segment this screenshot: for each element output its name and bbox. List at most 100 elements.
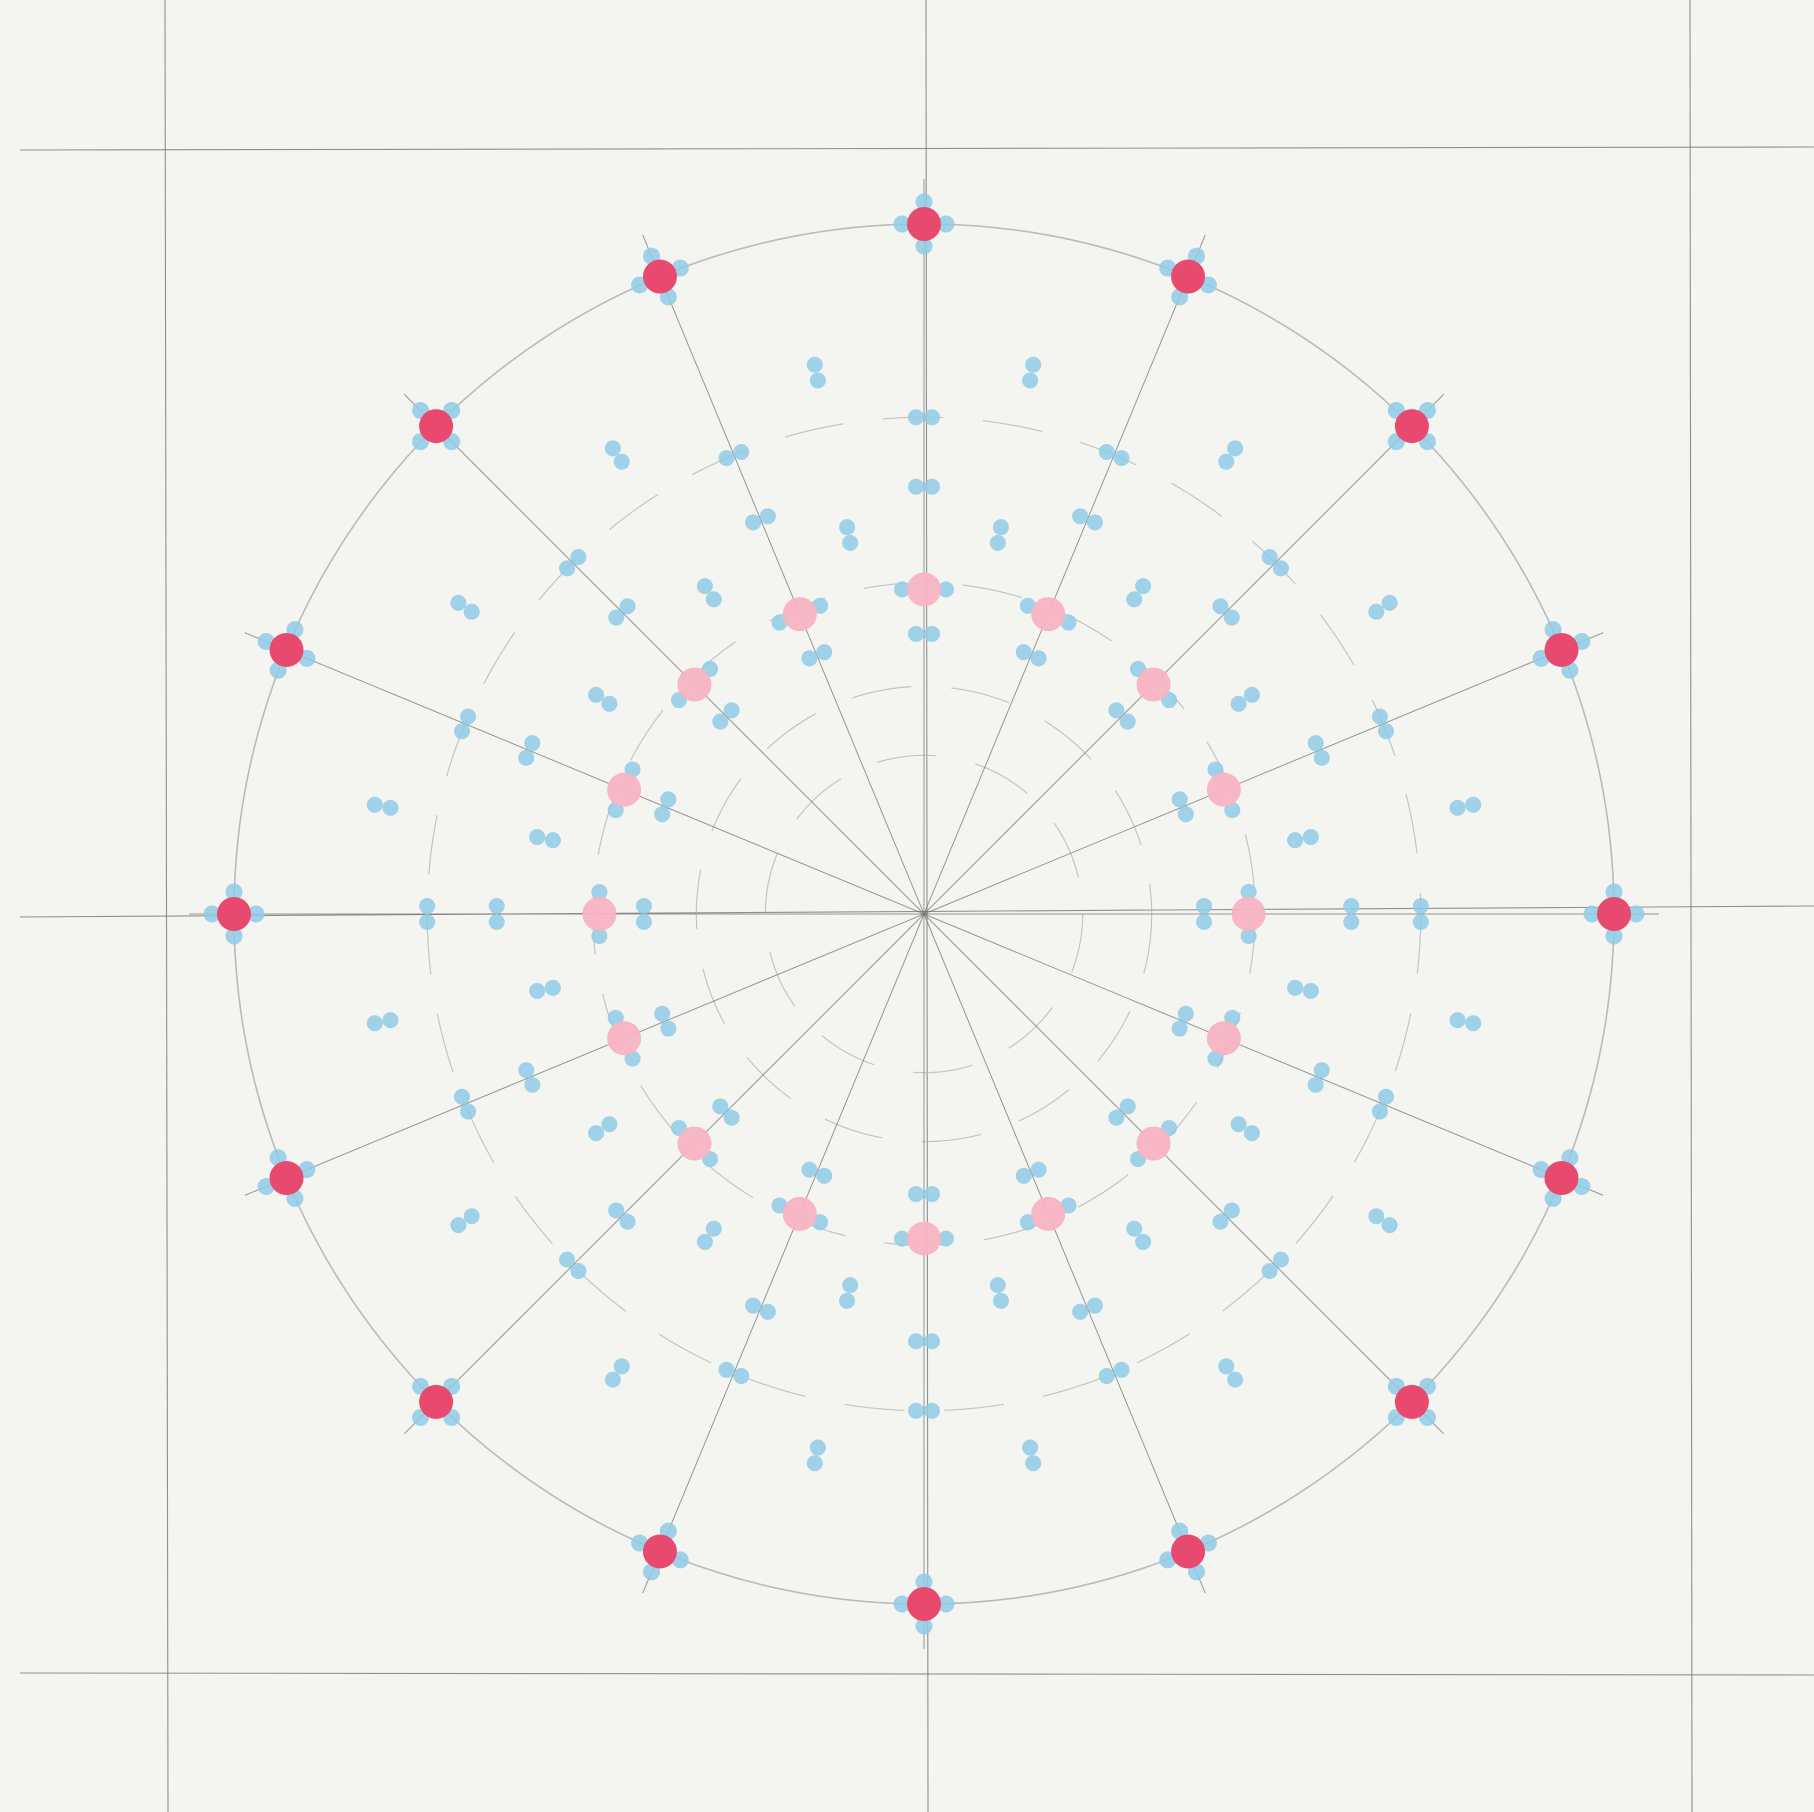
accent-dot (1230, 1116, 1247, 1133)
accent-dot (544, 979, 561, 996)
accent-dot (1605, 927, 1623, 945)
accent-dot (937, 215, 955, 233)
accent-dot (1177, 1005, 1194, 1022)
accent-dot (839, 519, 856, 536)
accent-dot (924, 625, 940, 642)
accent-dot (1015, 1167, 1032, 1184)
accent-dot (1177, 806, 1194, 823)
accent-dot (419, 898, 436, 914)
frame-line (164, 0, 169, 1812)
accent-dot (1343, 914, 1360, 930)
accent-dot (1072, 1303, 1089, 1320)
accent-dot (608, 609, 625, 626)
accent-dot (1212, 598, 1229, 615)
accent-dot (908, 625, 924, 642)
minor-dot (582, 897, 617, 931)
accent-dot (591, 928, 608, 944)
accent-dot (225, 883, 243, 901)
accent-dot (1126, 591, 1143, 608)
accent-dot (619, 598, 636, 615)
accent-dot (1227, 1371, 1244, 1388)
accent-dot (1030, 1161, 1047, 1178)
accent-dot (1307, 735, 1324, 752)
minor-dot (1206, 1021, 1241, 1056)
accent-dot (1119, 1098, 1136, 1115)
accent-dot (463, 1208, 480, 1225)
accent-dots (203, 193, 1645, 1635)
accent-dot (1171, 1020, 1188, 1037)
accent-dot (893, 215, 911, 233)
minor-dot (1031, 597, 1066, 632)
accent-dot (1313, 1062, 1330, 1079)
accent-dot (570, 549, 587, 566)
minor-dot (907, 572, 941, 607)
accent-dot (745, 514, 762, 531)
accent-dot (1627, 905, 1645, 923)
accent-dot (723, 1109, 740, 1126)
accent-dot (604, 440, 621, 457)
accent-dot (488, 914, 505, 930)
minor-dot (1031, 1196, 1066, 1231)
major-dot (1394, 1384, 1429, 1419)
accent-dot (1371, 708, 1388, 725)
accent-dot (842, 1277, 859, 1294)
accent-dot (1227, 440, 1244, 457)
accent-dot (654, 1005, 671, 1022)
minor-dot (677, 1126, 712, 1161)
accent-dot (1086, 514, 1103, 531)
accent-dot (1243, 1125, 1260, 1142)
minor-dot (1206, 772, 1241, 807)
minor-dot (782, 597, 817, 632)
accent-dot (893, 1595, 911, 1613)
spoke-line (642, 234, 925, 915)
accent-dot (839, 1292, 856, 1309)
accent-dot (801, 650, 818, 667)
accent-dot (619, 1213, 636, 1230)
minor-dot (782, 1196, 817, 1231)
minor-dot (1231, 897, 1266, 931)
minor-dot (677, 667, 712, 702)
accent-dot (1218, 1358, 1235, 1375)
accent-dot (460, 708, 477, 725)
accent-dot (654, 806, 671, 823)
major-dot (1394, 409, 1429, 444)
accent-dot (203, 905, 221, 923)
accent-dot (1223, 609, 1240, 626)
accent-dot (529, 829, 546, 846)
accent-dot (1025, 356, 1042, 373)
accent-dot (915, 237, 933, 255)
accent-dot (1368, 1208, 1385, 1225)
accent-dot (247, 905, 265, 923)
accent-dot (1086, 1297, 1103, 1314)
accent-dot (524, 1076, 541, 1093)
spoke-line (923, 913, 1206, 1594)
accent-dot (1261, 549, 1278, 566)
accent-dot (723, 702, 740, 719)
accent-dot (1272, 1251, 1289, 1268)
accent-dot (712, 1098, 729, 1115)
major-dot (642, 1534, 677, 1569)
accent-dot (938, 581, 954, 598)
accent-dot (1302, 829, 1319, 846)
accent-dot (1113, 1361, 1130, 1378)
accent-dot (924, 1402, 940, 1419)
major-dot (907, 207, 941, 241)
accent-dot (908, 478, 924, 495)
minor-dots (582, 572, 1266, 1256)
accent-dot (1412, 914, 1429, 930)
accent-dot (1030, 650, 1047, 667)
accent-dot (544, 832, 561, 849)
major-dot (1171, 259, 1206, 294)
accent-dot (1243, 686, 1260, 703)
accent-dot (463, 603, 480, 620)
accent-dot (1126, 1220, 1143, 1237)
minor-dot (1136, 1126, 1171, 1161)
accent-dot (989, 1277, 1006, 1294)
spoke-line (403, 393, 925, 915)
accent-dot (588, 1125, 605, 1142)
accent-dot (759, 1303, 776, 1320)
major-dot (419, 409, 454, 444)
major-dot (1597, 897, 1631, 931)
major-dot (907, 1587, 941, 1621)
spoke-line (642, 913, 925, 1594)
